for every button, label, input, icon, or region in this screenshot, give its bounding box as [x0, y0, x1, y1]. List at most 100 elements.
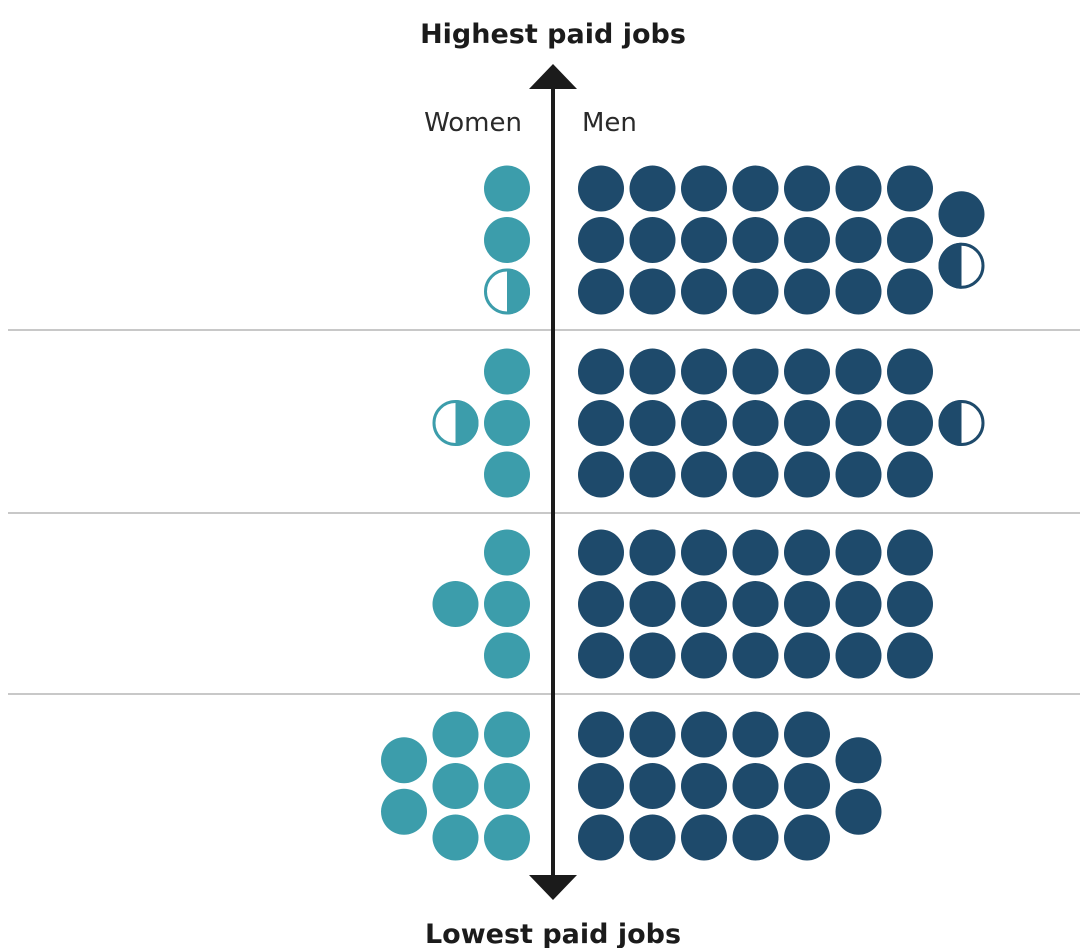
- men-dot: [835, 400, 882, 446]
- men-dot: [629, 763, 676, 809]
- pay-axis-arrow: [529, 64, 577, 900]
- men-dot: [887, 581, 933, 627]
- men-dot: [578, 632, 624, 679]
- men-dot: [578, 400, 624, 446]
- women-dot: [484, 632, 530, 679]
- title-bottom: Lowest paid jobs: [425, 919, 681, 948]
- title-top: Highest paid jobs: [420, 19, 686, 50]
- men-dot: [578, 581, 624, 627]
- men-dot: [629, 711, 676, 758]
- men-dot: [629, 451, 676, 498]
- men-dot: [629, 268, 676, 315]
- men-dot: [732, 814, 779, 861]
- men-dot: [629, 814, 676, 861]
- label-women: Women: [424, 108, 522, 138]
- men-dot: [578, 348, 624, 395]
- women-dot: [484, 400, 530, 446]
- men-dot: [784, 348, 830, 395]
- women-dot: [484, 763, 530, 809]
- men-dot: [887, 165, 933, 212]
- men-dot: [732, 268, 779, 315]
- men-dot: [784, 400, 830, 446]
- men-dot: [578, 268, 624, 315]
- women-dot: [484, 711, 530, 758]
- men-dot: [681, 581, 727, 627]
- men-dot: [732, 711, 779, 758]
- men-dot: [887, 268, 933, 315]
- men-dot: [784, 711, 830, 758]
- men-dot: [732, 400, 779, 446]
- men-dot: [887, 451, 933, 498]
- unit-dots: [381, 165, 985, 861]
- men-dot: [835, 529, 882, 576]
- men-dot: [887, 632, 933, 679]
- men-dot: [629, 217, 676, 263]
- men-dot: [629, 632, 676, 679]
- men-dot: [784, 581, 830, 627]
- men-dot: [784, 814, 830, 861]
- women-dot: [381, 737, 427, 784]
- men-dot: [732, 348, 779, 395]
- men-dot: [887, 348, 933, 395]
- women-half-dot: [484, 268, 530, 315]
- men-dot: [681, 348, 727, 395]
- women-dot: [432, 763, 479, 809]
- men-dot: [784, 632, 830, 679]
- women-dot: [484, 529, 530, 576]
- arrow-down-icon: [529, 875, 577, 900]
- men-dot: [681, 451, 727, 498]
- men-dot: [887, 400, 933, 446]
- men-dot: [629, 581, 676, 627]
- men-dot: [578, 529, 624, 576]
- men-dot: [629, 348, 676, 395]
- men-dot: [835, 268, 882, 315]
- men-dot: [629, 529, 676, 576]
- men-dot: [835, 788, 882, 835]
- women-dot: [432, 814, 479, 861]
- men-dot: [784, 529, 830, 576]
- women-dot: [484, 451, 530, 498]
- men-dot: [732, 165, 779, 212]
- men-dot: [835, 632, 882, 679]
- men-dot: [784, 763, 830, 809]
- men-dot: [578, 217, 624, 263]
- men-dot: [784, 217, 830, 263]
- men-dot: [784, 451, 830, 498]
- men-dot: [732, 451, 779, 498]
- men-dot: [578, 763, 624, 809]
- men-dot: [835, 451, 882, 498]
- men-dot: [681, 711, 727, 758]
- men-dot: [938, 191, 985, 238]
- women-dot: [432, 581, 479, 627]
- women-dot: [381, 788, 427, 835]
- men-dot: [835, 737, 882, 784]
- men-dot: [681, 632, 727, 679]
- men-dot: [681, 268, 727, 315]
- men-dot: [732, 632, 779, 679]
- men-dot: [681, 763, 727, 809]
- men-half-dot: [938, 242, 985, 289]
- arrow-up-icon: [529, 64, 577, 89]
- label-men: Men: [582, 108, 637, 138]
- men-dot: [578, 711, 624, 758]
- men-dot: [732, 581, 779, 627]
- men-dot: [681, 217, 727, 263]
- men-dot: [629, 400, 676, 446]
- women-half-dot: [432, 400, 479, 446]
- women-dot: [484, 165, 530, 212]
- men-dot: [887, 529, 933, 576]
- men-dot: [784, 268, 830, 315]
- men-dot: [835, 165, 882, 212]
- men-dot: [835, 217, 882, 263]
- men-dot: [578, 165, 624, 212]
- men-half-dot: [938, 400, 985, 446]
- men-dot: [681, 529, 727, 576]
- men-dot: [681, 400, 727, 446]
- men-dot: [578, 814, 624, 861]
- men-dot: [681, 814, 727, 861]
- women-dot: [484, 814, 530, 861]
- men-dot: [732, 217, 779, 263]
- men-dot: [732, 763, 779, 809]
- men-dot: [681, 165, 727, 212]
- men-dot: [784, 165, 830, 212]
